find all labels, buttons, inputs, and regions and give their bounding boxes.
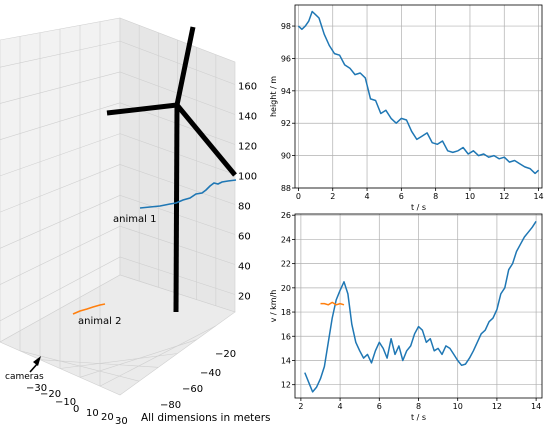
z-tick-label: 160 (238, 82, 257, 93)
y-tick-label: −80 (160, 400, 181, 411)
y-tick-label: 94 (281, 87, 291, 96)
animal-1-track (139, 179, 237, 209)
x-tick-label: 12 (499, 192, 509, 201)
series-line-0 (304, 220, 537, 393)
x-tick-label: 20 (101, 412, 114, 423)
x-tick-label: 8 (433, 192, 438, 201)
y-axis-label: v / km/h (269, 290, 278, 323)
z-tick-label: 80 (238, 202, 251, 213)
y-axis-label: height / m (269, 76, 278, 117)
turbine-blade-left (106, 102, 178, 116)
y-tick-label: 20 (281, 284, 291, 293)
x-tick-label: 0 (73, 404, 79, 415)
y-tick-label: 14 (281, 356, 291, 365)
axis-ticks-3d: 20406080100120140160−20−40−60−80−30−20−1… (26, 82, 257, 427)
x-tick-label: 4 (364, 192, 369, 201)
x-tick-label: 12 (492, 402, 502, 411)
z-tick-label: 100 (238, 172, 257, 183)
x-tick-label: 30 (115, 416, 128, 427)
y-tick-label: −60 (182, 384, 203, 395)
z-tick-label: 140 (238, 112, 257, 123)
turbine-blade-right (175, 103, 237, 177)
x-tick-label: 14 (531, 402, 541, 411)
cameras-label: cameras (5, 372, 44, 382)
x-tick-label: 2 (298, 402, 303, 411)
y-tick-label: 18 (281, 308, 291, 317)
cameras-arrow-head (33, 356, 41, 366)
wind-turbine (106, 26, 237, 313)
x-tick-label: −20 (40, 389, 61, 400)
x-axis-label: t / s (411, 203, 426, 212)
y-tick-label: 16 (281, 332, 291, 341)
series-line-1 (320, 301, 345, 306)
x-tick-label: 0 (296, 192, 301, 201)
y-tick-label: 24 (281, 235, 291, 244)
cameras-marker: cameras (5, 356, 44, 382)
x-tick-label: 6 (399, 192, 404, 201)
scene-3d: animal 1 animal 2 cameras 20406080100120… (0, 17, 271, 427)
plot-frame (294, 4, 543, 189)
y-tick-label: 90 (281, 152, 291, 161)
grid-3d-floor-b-5 (99, 325, 216, 387)
x-tick-label: 4 (338, 402, 343, 411)
x-tick-label: 8 (416, 402, 421, 411)
grid-3d (0, 21, 236, 387)
height-chart: 0 2 4 6 8 10 12 14 88 90 92 94 96 98 t / s height / m (269, 4, 544, 212)
y-tick-label: 98 (281, 22, 291, 31)
z-tick-label: 120 (238, 142, 257, 153)
animal-2-track (72, 303, 106, 315)
x-tick-label: 10 (453, 402, 463, 411)
x-tick-label: 10 (465, 192, 475, 201)
animal-1-label: animal 1 (113, 214, 156, 225)
scene-footer: All dimensions in meters (141, 412, 271, 424)
y-tick-label: 92 (281, 119, 291, 128)
x-tick-label: 10 (86, 408, 99, 419)
y-tick-label: −40 (200, 368, 221, 379)
y-tick-label: 12 (281, 381, 291, 390)
series-line-0 (297, 10, 540, 175)
x-axis-label: t / s (411, 413, 426, 422)
y-tick-label: 88 (281, 184, 291, 193)
animal-2-label: animal 2 (78, 316, 121, 327)
x-tick-label: −10 (55, 397, 76, 408)
y-tick-label: 26 (281, 211, 291, 220)
x-tick-label: 2 (330, 192, 335, 201)
x-tick-label: 14 (533, 192, 543, 201)
z-tick-label: 20 (238, 292, 251, 303)
turbine-blade-top (174, 26, 196, 106)
x-tick-label: 6 (377, 402, 382, 411)
turbine-tower (173, 104, 180, 313)
z-tick-label: 40 (238, 262, 251, 273)
y-tick-label: 22 (281, 260, 291, 269)
x-tick-label: −30 (26, 383, 47, 394)
z-tick-label: 60 (238, 232, 251, 243)
y-tick-label: −20 (215, 349, 236, 360)
y-tick-label: 96 (281, 54, 291, 63)
